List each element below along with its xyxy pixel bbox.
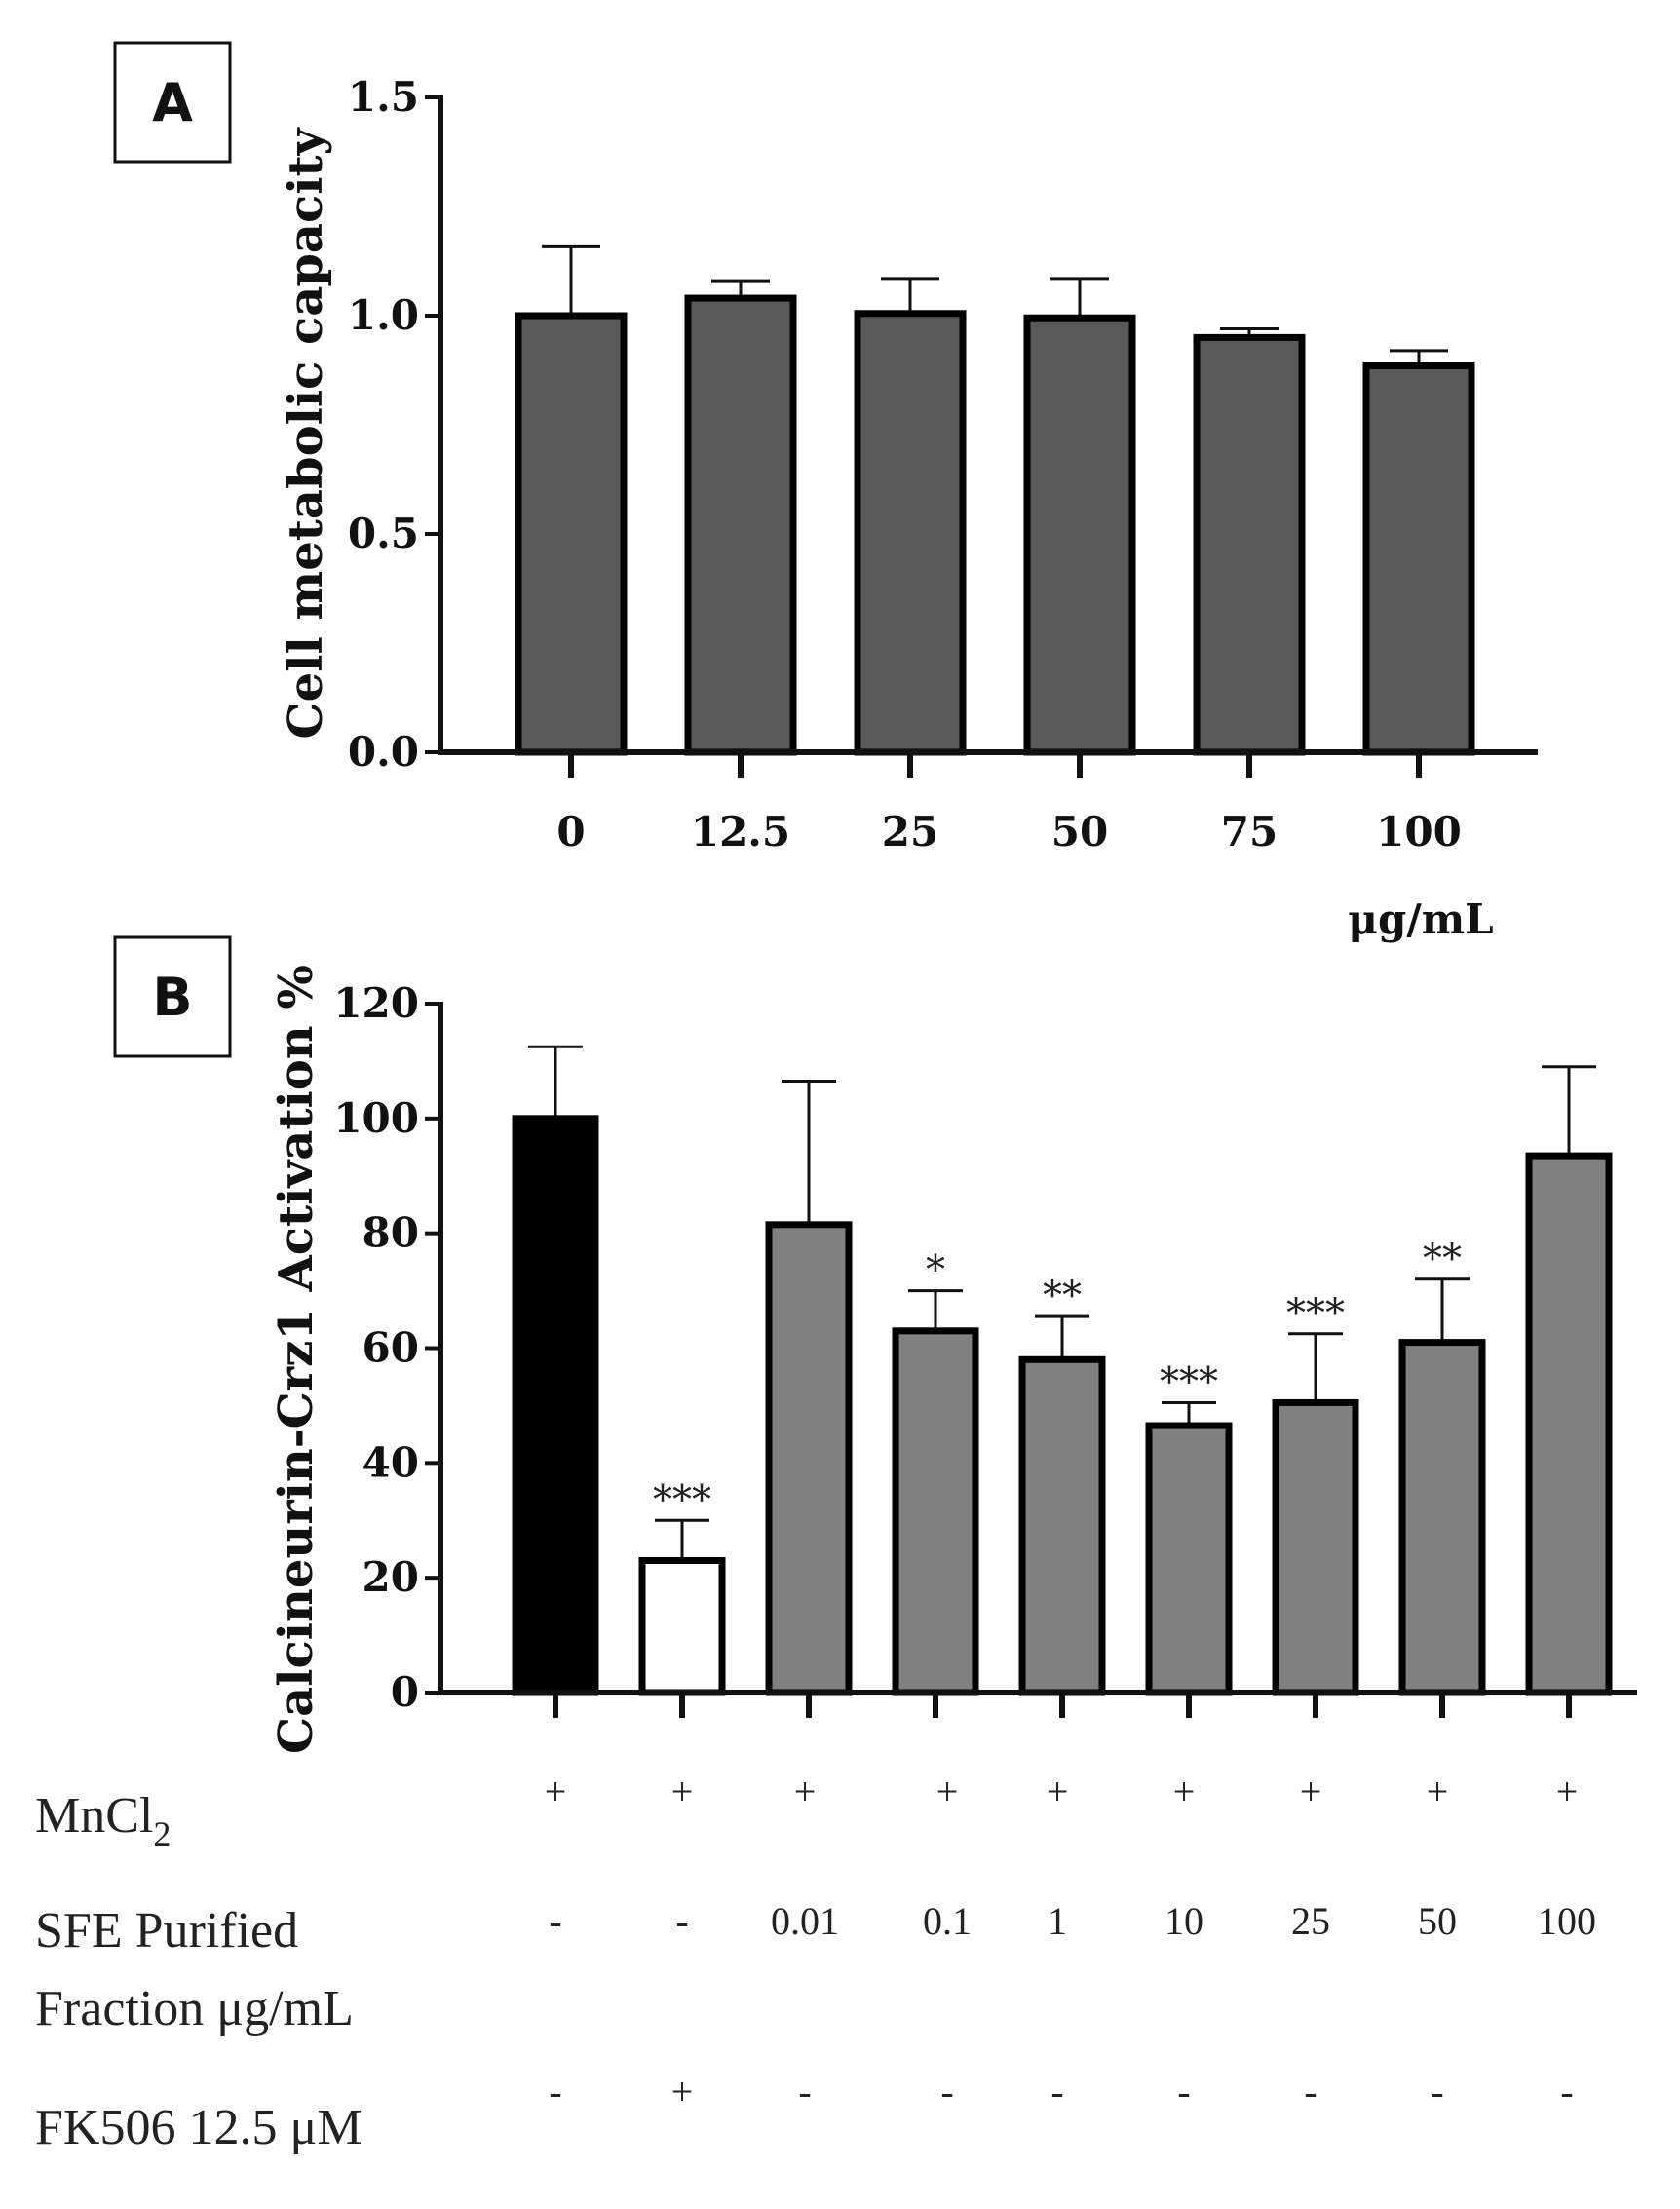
treatment-value-mncl2: + [1047, 1770, 1069, 1813]
treatment-value-fk506: - [940, 2070, 953, 2114]
chart-b-y-tick-label: 40 [363, 1438, 419, 1486]
treatment-value-sfe: - [549, 1899, 561, 1943]
treatment-value-fk506: + [671, 2070, 694, 2114]
chart-b-significance-label: ** [1423, 1237, 1462, 1281]
treatment-value-mncl2: + [794, 1770, 817, 1813]
chart-a-x-tick-label: 50 [1051, 808, 1108, 856]
treatment-value-sfe: 0.1 [923, 1899, 972, 1943]
chart-a-y-tick-label: 0.5 [348, 510, 419, 557]
chart-b-bar [1525, 1152, 1613, 1696]
chart-a-bar [1362, 362, 1475, 756]
treatment-value-fk506: - [1304, 2070, 1317, 2114]
treatment-value-mncl2: + [671, 1770, 694, 1813]
chart-b-y-tick-label: 80 [363, 1209, 419, 1257]
treatment-value-sfe: 25 [1291, 1899, 1330, 1943]
row-label-sfe-unit: Fraction μg/mL [35, 1981, 354, 2037]
chart-b-bar [512, 1115, 599, 1696]
row-label-fk506: FK506 12.5 μM [35, 2100, 363, 2155]
treatment-value-sfe: 10 [1165, 1899, 1203, 1943]
chart-b-bar [1145, 1422, 1233, 1696]
treatment-value-sfe: 100 [1538, 1899, 1596, 1943]
chart-a-x-tick-label: 100 [1376, 808, 1462, 856]
treatment-value-mncl2: + [936, 1770, 959, 1813]
chart-a-y-tick-label: 0.0 [348, 728, 419, 776]
treatment-value-mncl2: + [545, 1770, 567, 1813]
chart-a-y-tick-label: 1.0 [348, 291, 419, 339]
chart-a-bar [854, 310, 967, 756]
chart-b-bar [892, 1327, 979, 1696]
chart-b-significance-label: *** [1160, 1359, 1218, 1404]
chart-a-bar [1193, 333, 1306, 756]
chart-a-unit-label: μg/mL [1348, 895, 1493, 943]
chart-a-x-tick-label: 25 [882, 808, 938, 856]
chart-b-ylabel: Calcineurin-Crz1 Activation % [269, 965, 324, 1754]
chart-a-x-tick-label: 0 [556, 808, 585, 856]
treatment-value-sfe: - [675, 1899, 688, 1943]
treatment-value-fk506: - [1431, 2070, 1443, 2114]
chart-b-y-tick-label: 120 [333, 979, 419, 1027]
chart-a-bar [684, 294, 797, 756]
chart-a-x-tick-label: 75 [1221, 808, 1278, 856]
chart-b-bar [1398, 1339, 1486, 1696]
chart-b-significance-label: ** [1043, 1274, 1082, 1318]
treatment-value-mncl2: + [1427, 1770, 1449, 1813]
chart-b-significance-label: * [926, 1248, 945, 1293]
treatment-value-sfe: 50 [1418, 1899, 1457, 1943]
chart-a-bar [515, 312, 628, 756]
treatment-value-fk506: - [1050, 2070, 1063, 2114]
chart-a: 0 12.5 25 50 75 100 0.0 0.5 1.0 1.5 Cell metaboli… [279, 73, 1538, 943]
treatment-value-mncl2: + [1173, 1770, 1196, 1813]
chart-b-significance-label: *** [653, 1477, 711, 1522]
treatment-value-fk506: - [1177, 2070, 1190, 2114]
treatment-value-sfe: 0.01 [771, 1899, 839, 1943]
chart-b-bar [638, 1556, 726, 1696]
chart-a-bars [515, 244, 1475, 756]
treatment-table: MnCl2 SFE Purified Fraction μg/mL FK506 … [35, 1770, 1596, 2155]
chart-a-x-tick-label: 12.5 [691, 808, 790, 856]
chart-b-y-tick-label: 0 [391, 1668, 419, 1716]
chart-b-significance-label: *** [1286, 1291, 1345, 1336]
row-label-mncl2: MnCl2 [35, 1788, 171, 1853]
chart-b-y-tick-label: 100 [333, 1094, 419, 1142]
treatment-value-fk506: - [798, 2070, 811, 2114]
chart-b-bar [1272, 1398, 1359, 1696]
treatment-values: + + + + + + + + + - - 0.01 0.1 1 10 25 50 100 - + - - - - - - - [545, 1770, 1596, 2114]
treatment-value-mncl2: + [1556, 1770, 1579, 1813]
chart-a-ylabel: Cell metabolic capacity [279, 126, 333, 739]
chart-b-y-tick-label: 60 [363, 1324, 419, 1372]
chart-b-axes: 0 20 40 60 80 100 120 [333, 979, 1637, 1718]
treatment-value-sfe: 1 [1048, 1899, 1067, 1943]
treatment-value-fk506: - [549, 2070, 561, 2114]
chart-b-bar [1018, 1355, 1106, 1696]
panel-b-letter: B [152, 967, 192, 1028]
panel-a-letter: A [152, 72, 193, 133]
chart-a-axes: 0 12.5 25 50 75 100 0.0 0.5 1.0 1.5 [348, 73, 1538, 856]
row-label-sfe: SFE Purified [35, 1903, 298, 1959]
panel-b-label: B [113, 935, 232, 1058]
panel-a-label: A [113, 41, 232, 164]
treatment-value-mncl2: + [1300, 1770, 1322, 1813]
chart-b-y-tick-label: 20 [363, 1553, 419, 1601]
chart-a-bar [1023, 314, 1136, 756]
chart-b-bar [765, 1221, 853, 1696]
chart-b-bars: ************** [512, 1045, 1613, 1696]
treatment-value-fk506: - [1560, 2070, 1573, 2114]
chart-a-y-tick-label: 1.5 [348, 73, 419, 121]
